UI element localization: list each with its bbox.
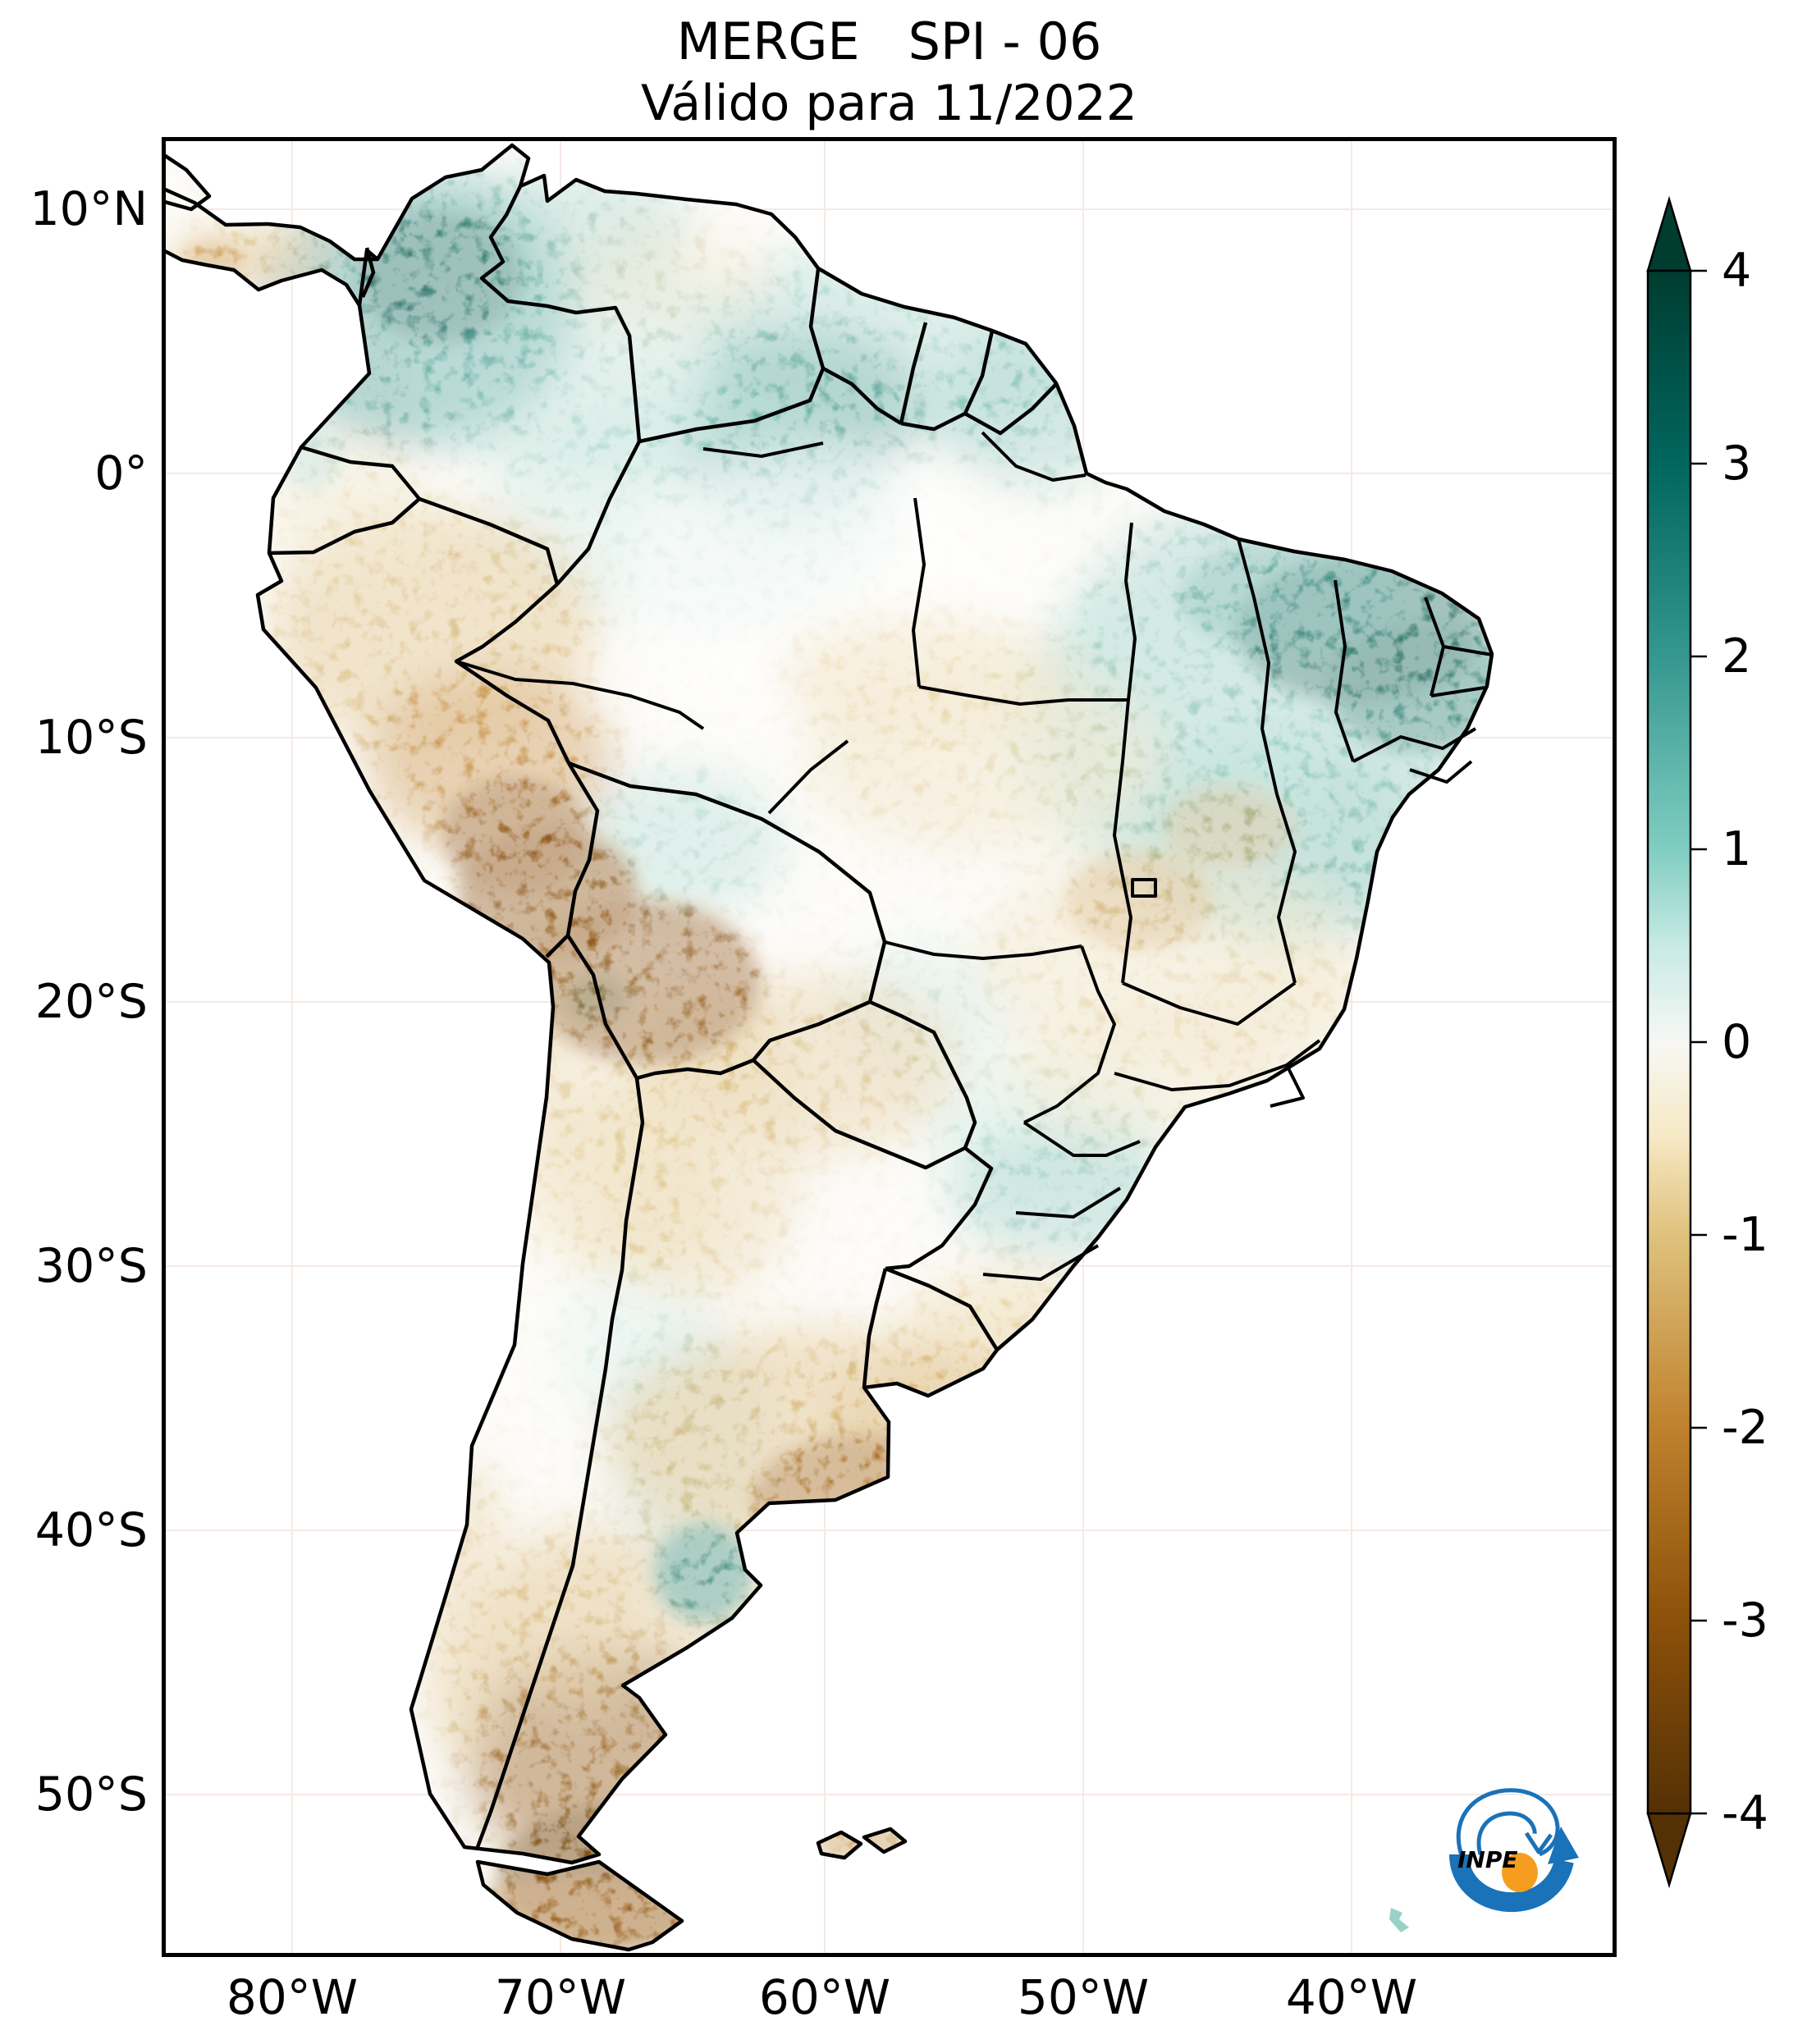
map-subtitle: Válido para 11/2022: [641, 75, 1137, 132]
inpe-logo: INPE: [1449, 1788, 1579, 1913]
inpe-logo-spiral-outer: [1456, 1788, 1560, 1859]
y-tick-label-30s: 30°S: [34, 1239, 148, 1293]
colorbar-ticks: [1690, 269, 1707, 1815]
x-tick-label-70w: 70°W: [494, 1969, 627, 2025]
colorbar-extend-max: [1646, 195, 1692, 272]
map-title: MERGE SPI - 06: [676, 11, 1102, 71]
coastline: [162, 143, 1494, 1952]
colorbar-label-m4: -4: [1722, 1786, 1768, 1841]
colorbar-label-2: 2: [1722, 629, 1752, 684]
colorbar-label-0: 0: [1722, 1015, 1752, 1069]
inpe-logo-text: INPE: [1457, 1846, 1518, 1873]
inpe-logo-orange-ball: [1502, 1853, 1538, 1892]
inpe-logo-spiral-inner: [1476, 1811, 1537, 1855]
y-tick-label-10s: 10°S: [34, 711, 148, 765]
y-tick-label-40s: 40°S: [34, 1503, 148, 1557]
map-canvas: [162, 137, 1617, 1957]
inpe-logo-arrowhead: [1548, 1827, 1579, 1864]
colorbar-label-m3: -3: [1722, 1594, 1768, 1648]
colorbar-gradient: [1646, 269, 1692, 1815]
x-tick-label-80w: 80°W: [226, 1969, 359, 2025]
y-tick-label-50s: 50°S: [34, 1767, 148, 1822]
x-tick-label-50w: 50°W: [1017, 1969, 1150, 2025]
inpe-logo-swoosh: [1449, 1854, 1574, 1913]
x-tick-label-40w: 40°W: [1285, 1969, 1418, 2025]
colorbar: [1646, 195, 1707, 1889]
spi-raster-field: [162, 145, 1492, 1950]
colorbar-label-m1: -1: [1722, 1208, 1768, 1262]
colorbar-extend-min: [1646, 1812, 1692, 1889]
y-tick-label-0: 0°: [94, 446, 148, 501]
colorbar-label-1: 1: [1722, 822, 1752, 876]
colorbar-label-m2: -2: [1722, 1401, 1768, 1455]
x-tick-label-60w: 60°W: [758, 1969, 891, 2025]
y-tick-label-20s: 20°S: [34, 975, 148, 1029]
offshore-anomaly-mark: [1389, 1908, 1409, 1932]
state-borders: [455, 431, 1493, 1281]
colorbar-label-3: 3: [1722, 437, 1752, 491]
y-tick-label-10n: 10°N: [30, 182, 148, 236]
map-frame: [162, 137, 1617, 1957]
colorbar-label-4: 4: [1722, 244, 1752, 298]
country-borders: [268, 185, 1058, 1848]
inpe-logo-small-arrow: [1524, 1831, 1553, 1854]
